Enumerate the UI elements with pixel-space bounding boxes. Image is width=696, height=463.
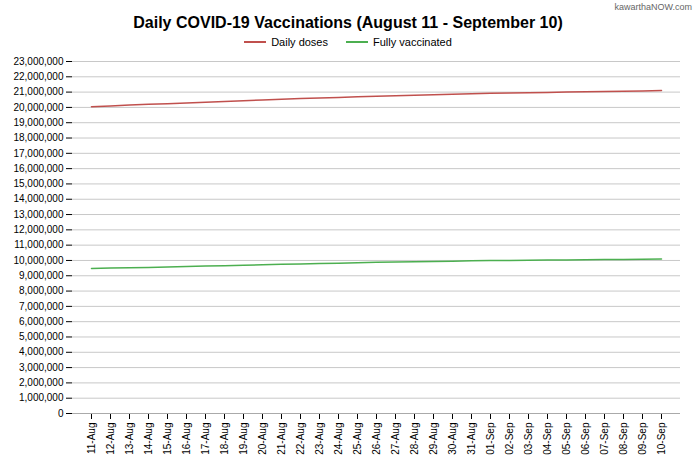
svg-text:20,000,000: 20,000,000: [13, 102, 63, 113]
svg-text:15,000,000: 15,000,000: [13, 178, 63, 189]
svg-text:14,000,000: 14,000,000: [13, 193, 63, 204]
svg-text:05-Sep: 05-Sep: [561, 422, 572, 455]
svg-text:18,000,000: 18,000,000: [13, 132, 63, 143]
svg-text:08-Sep: 08-Sep: [618, 422, 629, 455]
svg-text:29-Aug: 29-Aug: [428, 423, 439, 455]
svg-text:5,000,000: 5,000,000: [19, 331, 64, 342]
svg-text:14-Aug: 14-Aug: [143, 423, 154, 455]
svg-text:12,000,000: 12,000,000: [13, 224, 63, 235]
svg-text:01-Sep: 01-Sep: [485, 422, 496, 455]
svg-text:6,000,000: 6,000,000: [19, 316, 64, 327]
svg-text:20-Aug: 20-Aug: [257, 423, 268, 455]
svg-text:25-Aug: 25-Aug: [352, 423, 363, 455]
svg-text:11-Aug: 11-Aug: [86, 423, 97, 455]
svg-text:03-Sep: 03-Sep: [523, 422, 534, 455]
svg-text:24-Aug: 24-Aug: [333, 423, 344, 455]
svg-text:8,000,000: 8,000,000: [19, 285, 64, 296]
svg-text:16-Aug: 16-Aug: [181, 423, 192, 455]
html-text:Daily COVID-19 Vaccinations (A: Daily COVID-19 Vaccinations (August 11 -…: [133, 14, 563, 31]
svg-text:30-Aug: 30-Aug: [447, 423, 458, 455]
svg-text:18-Aug: 18-Aug: [219, 423, 230, 455]
html-text:Daily doses: Daily doses: [271, 36, 328, 48]
svg-text:17,000,000: 17,000,000: [13, 148, 63, 159]
svg-text:27-Aug: 27-Aug: [390, 423, 401, 455]
svg-text:7,000,000: 7,000,000: [19, 301, 64, 312]
svg-text:22,000,000: 22,000,000: [13, 71, 63, 82]
svg-text:9,000,000: 9,000,000: [19, 270, 64, 281]
svg-text:07-Sep: 07-Sep: [599, 422, 610, 455]
svg-text:2,000,000: 2,000,000: [19, 377, 64, 388]
html-text:kawarthaNOW.com: kawarthaNOW.com: [614, 2, 692, 12]
svg-text:23,000,000: 23,000,000: [13, 56, 63, 67]
svg-text:09-Sep: 09-Sep: [637, 422, 648, 455]
svg-text:15-Aug: 15-Aug: [162, 423, 173, 455]
svg-text:22-Aug: 22-Aug: [295, 423, 306, 455]
svg-text:10,000,000: 10,000,000: [13, 255, 63, 266]
svg-text:10-Sep: 10-Sep: [656, 422, 667, 455]
svg-text:06-Sep: 06-Sep: [580, 422, 591, 455]
svg-text:13-Aug: 13-Aug: [124, 423, 135, 455]
svg-text:3,000,000: 3,000,000: [19, 362, 64, 373]
svg-text:28-Aug: 28-Aug: [409, 423, 420, 455]
svg-text:19-Aug: 19-Aug: [238, 423, 249, 455]
svg-text:23-Aug: 23-Aug: [314, 423, 325, 455]
svg-text:04-Sep: 04-Sep: [542, 422, 553, 455]
svg-text:4,000,000: 4,000,000: [19, 346, 64, 357]
html-text:Fully vaccinated: Fully vaccinated: [373, 36, 452, 48]
svg-text:17-Aug: 17-Aug: [200, 423, 211, 455]
svg-text:13,000,000: 13,000,000: [13, 209, 63, 220]
svg-text:16,000,000: 16,000,000: [13, 163, 63, 174]
svg-text:0: 0: [58, 408, 64, 419]
svg-text:26-Aug: 26-Aug: [371, 423, 382, 455]
svg-text:31-Aug: 31-Aug: [466, 423, 477, 455]
svg-text:12-Aug: 12-Aug: [105, 423, 116, 455]
svg-text:02-Sep: 02-Sep: [504, 422, 515, 455]
svg-text:1,000,000: 1,000,000: [19, 392, 64, 403]
svg-text:11,000,000: 11,000,000: [14, 239, 64, 250]
svg-text:19,000,000: 19,000,000: [13, 117, 63, 128]
svg-text:21,000,000: 21,000,000: [13, 86, 63, 97]
svg-text:21-Aug: 21-Aug: [276, 423, 287, 455]
